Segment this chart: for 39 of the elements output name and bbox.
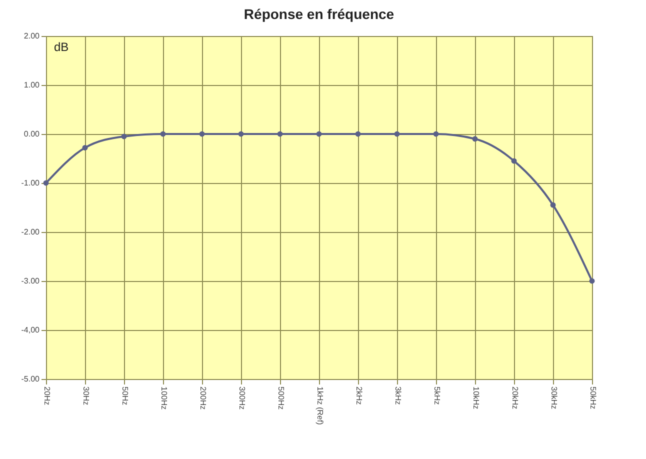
y-tick-label: 1.00 — [24, 80, 40, 90]
x-tick-label: 2kHz — [354, 386, 364, 405]
point — [550, 202, 556, 208]
x-tick-label: 10kHz — [472, 386, 480, 410]
point — [277, 131, 283, 137]
x-tick-label: 3kHz — [394, 386, 402, 405]
x-tick-label: 30kHz — [550, 386, 558, 410]
x-tick-label: 5kHz — [432, 386, 442, 405]
point — [121, 134, 127, 140]
point — [316, 131, 322, 137]
x-tick-label: 300Hz — [238, 386, 246, 410]
point — [472, 136, 478, 142]
point — [199, 131, 205, 137]
y-tick-label: -3.00 — [21, 276, 40, 286]
y-tick-label: -5.00 — [21, 374, 40, 384]
point — [394, 131, 400, 137]
x-tick-label: 500Hz — [276, 386, 286, 410]
x-tick-label: 20kHz — [510, 386, 520, 410]
point — [160, 131, 166, 137]
point — [433, 131, 439, 137]
chart-title: Réponse en fréquence — [244, 6, 394, 22]
y-tick-label: 2.00 — [24, 32, 40, 40]
x-tick-label: 200Hz — [198, 386, 208, 410]
x-tick-label: 1kHz (Ref) — [316, 386, 324, 426]
point — [355, 131, 361, 137]
y-tick-label: -2.00 — [21, 228, 40, 236]
x-tick-label: 100Hz — [160, 386, 168, 410]
point — [238, 131, 244, 137]
y-tick-label: 0.00 — [24, 130, 40, 138]
annotation: dB — [54, 40, 69, 54]
point — [82, 144, 88, 150]
point — [511, 158, 517, 164]
point — [589, 278, 595, 284]
x-tick-label: 20Hz — [42, 386, 52, 406]
x-tick-label: 50Hz — [120, 386, 130, 406]
y-tick-label: -4,00 — [21, 326, 40, 334]
x-tick-label: 30Hz — [82, 386, 90, 406]
x-tick-label: 50kHz — [588, 386, 598, 410]
y-tick-label: -1.00 — [21, 178, 40, 188]
